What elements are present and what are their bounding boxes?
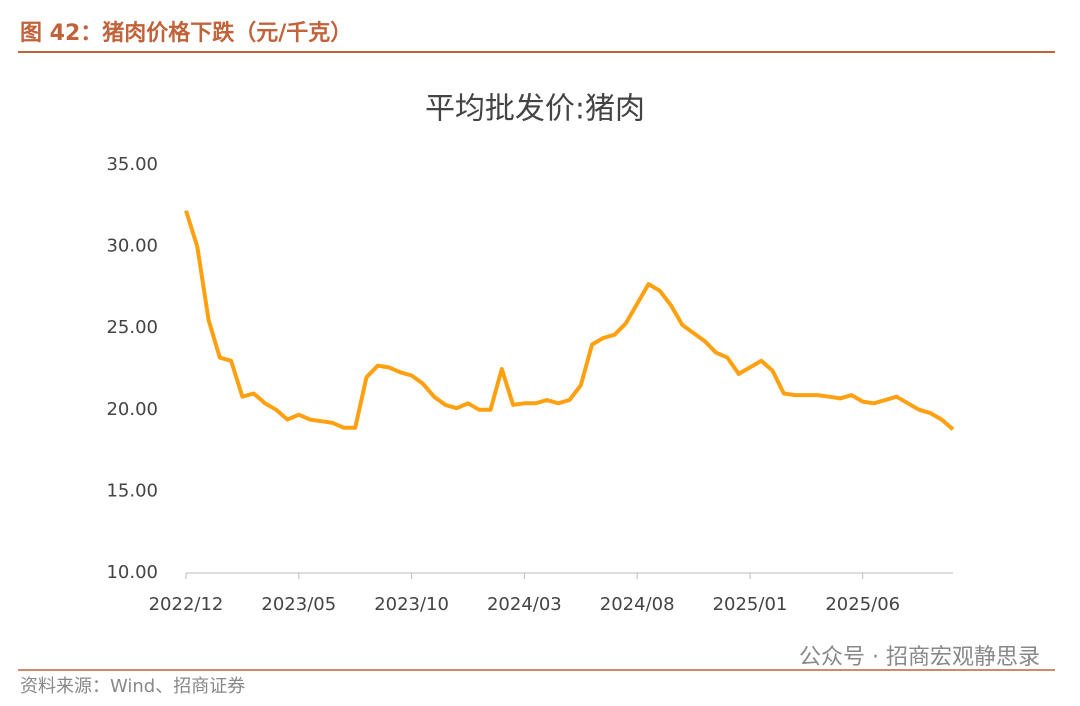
x-tick-label: 2023/10	[374, 594, 449, 615]
y-tick-label: 10.00	[106, 562, 158, 583]
y-tick-label: 30.00	[106, 236, 158, 257]
y-tick-label: 25.00	[106, 317, 158, 338]
x-tick-label: 2023/05	[261, 594, 336, 615]
y-tick-label: 35.00	[106, 154, 158, 175]
x-tick-label: 2022/12	[149, 594, 224, 615]
line-series	[184, 210, 955, 431]
y-tick-label: 15.00	[106, 480, 158, 501]
source: 资料来源：Wind、招商证券	[20, 676, 245, 697]
x-tick-label: 2025/06	[825, 594, 900, 615]
figure-title: 图 42：猪肉价格下跌（元/千克）	[20, 20, 352, 46]
x-tick-label: 2025/01	[713, 594, 788, 615]
x-tick-label: 2024/08	[600, 594, 675, 615]
y-tick-label: 20.00	[106, 399, 158, 420]
chart-title: 平均批发价:猪肉	[425, 92, 645, 127]
watermark: 公众号 · 招商宏观静思录	[799, 645, 1040, 670]
x-tick-label: 2024/03	[487, 594, 562, 615]
